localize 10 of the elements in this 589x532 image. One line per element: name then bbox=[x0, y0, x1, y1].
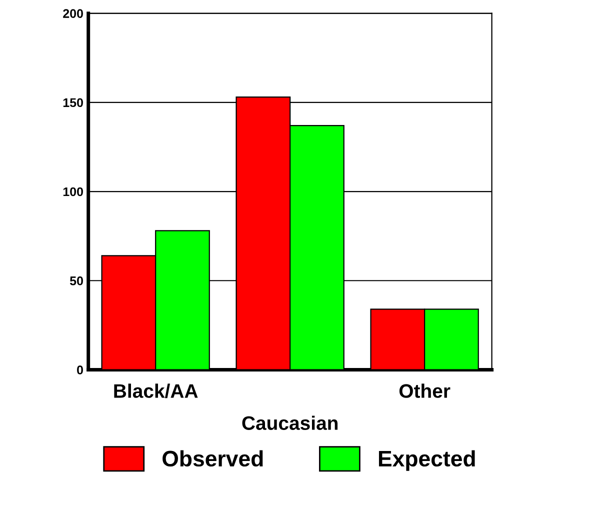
y-tick-label: 0 bbox=[77, 366, 83, 374]
legend-label: Expected bbox=[378, 450, 475, 471]
x-tick-label: Other bbox=[399, 384, 450, 398]
legend-label: Observed bbox=[162, 450, 263, 467]
x-tick-label: Caucasian bbox=[242, 416, 338, 430]
y-tick-label: 200 bbox=[63, 9, 83, 18]
y-tick-label: 100 bbox=[63, 187, 83, 196]
x-tick-label: Black/AA bbox=[114, 384, 198, 398]
y-tick-label: 50 bbox=[70, 276, 83, 286]
y-tick-label: 150 bbox=[63, 98, 83, 108]
